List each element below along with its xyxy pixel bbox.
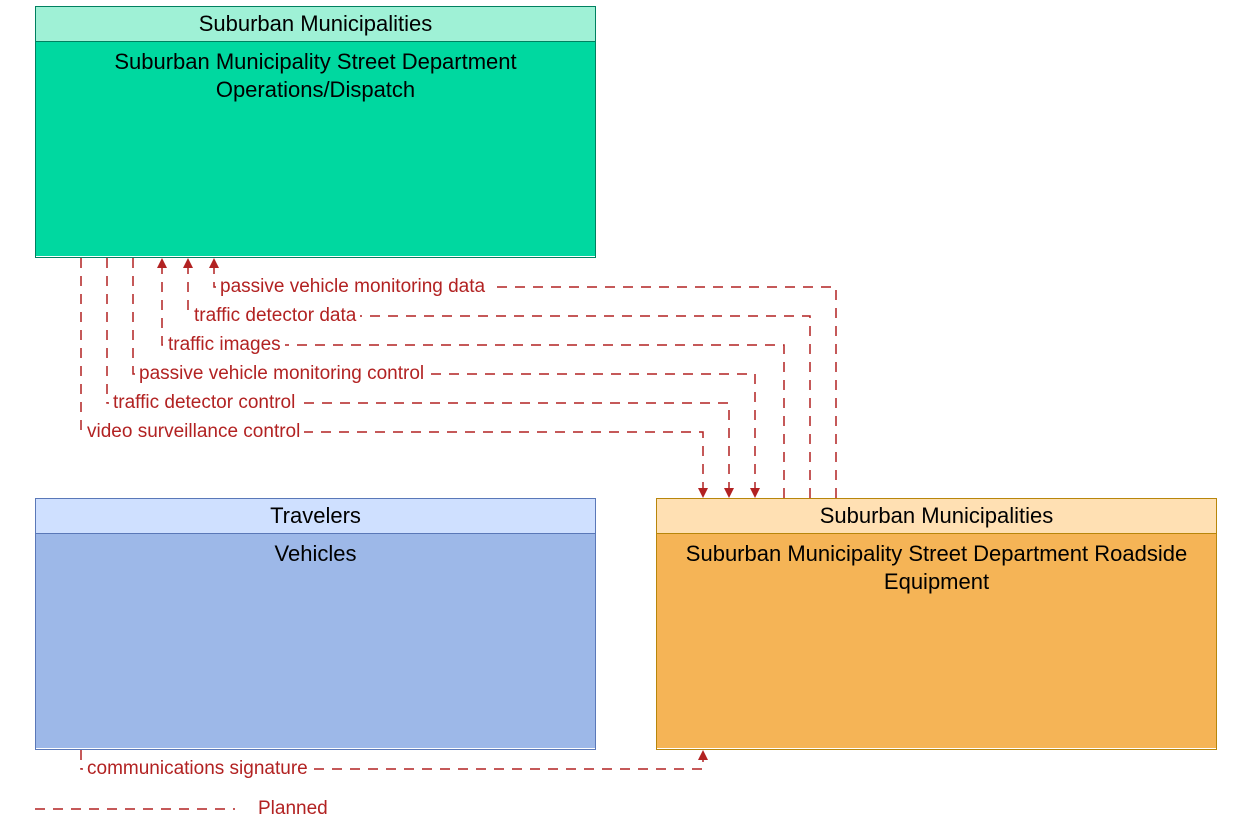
- flow-arrowhead: [698, 750, 708, 760]
- flow-label: traffic detector data: [190, 305, 360, 327]
- node-vehicles-body: Vehicles: [36, 534, 595, 748]
- flow-arrowhead: [724, 488, 734, 498]
- flow-label: video surveillance control: [83, 421, 304, 443]
- flow-arrowhead: [157, 258, 167, 268]
- node-ops-dispatch: Suburban Municipalities Suburban Municip…: [35, 6, 596, 258]
- node-ops-header: Suburban Municipalities: [36, 7, 595, 42]
- flow-arrowhead: [698, 488, 708, 498]
- node-roadside-body: Suburban Municipality Street Department …: [657, 534, 1216, 748]
- node-roadside-equipment: Suburban Municipalities Suburban Municip…: [656, 498, 1217, 750]
- flow-label: passive vehicle monitoring data: [216, 276, 489, 298]
- flow-label: traffic images: [164, 334, 285, 356]
- node-ops-body: Suburban Municipality Street Department …: [36, 42, 595, 256]
- flow-label: traffic detector control: [109, 392, 299, 414]
- node-vehicles-header: Travelers: [36, 499, 595, 534]
- flow-arrowhead: [183, 258, 193, 268]
- node-roadside-header: Suburban Municipalities: [657, 499, 1216, 534]
- flow-arrowhead: [209, 258, 219, 268]
- legend-planned-label: Planned: [258, 798, 328, 820]
- flow-label: passive vehicle monitoring control: [135, 363, 428, 385]
- flow-label: communications signature: [83, 758, 312, 780]
- node-vehicles: Travelers Vehicles: [35, 498, 596, 750]
- flow-arrowhead: [750, 488, 760, 498]
